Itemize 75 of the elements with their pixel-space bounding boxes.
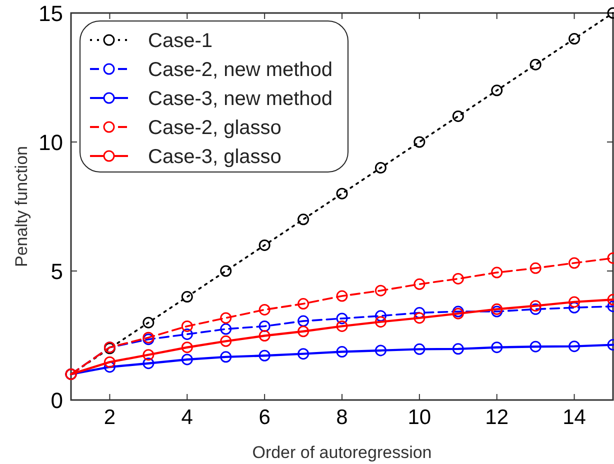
point (336, 320, 348, 332)
legend-label: Case-2, glasso (148, 117, 282, 139)
point (181, 320, 193, 332)
legend-label: Case-3, new method (148, 88, 333, 110)
point (530, 58, 542, 70)
y-tick-label: 10 (38, 130, 63, 155)
point (452, 110, 464, 122)
point (414, 343, 426, 355)
x-tick-label: 8 (336, 406, 348, 429)
point (414, 136, 426, 148)
point (568, 302, 580, 314)
point (298, 298, 310, 310)
legend-label: Case-3, glasso (148, 146, 282, 168)
point (181, 291, 193, 303)
y-axis-title: Penalty function (12, 146, 31, 267)
point (414, 312, 426, 324)
y-tick-label: 5 (50, 259, 63, 284)
point (530, 340, 542, 352)
point (374, 316, 386, 328)
x-tick-label: 14 (562, 406, 586, 429)
x-tick-label: 4 (181, 406, 194, 429)
point (491, 342, 503, 354)
point (414, 278, 426, 290)
point (414, 307, 426, 319)
point (336, 346, 348, 358)
point (491, 303, 503, 315)
point (298, 348, 310, 360)
point (491, 306, 503, 318)
point (568, 340, 580, 352)
point (336, 312, 348, 324)
point (530, 303, 542, 315)
point (298, 315, 310, 327)
legend-label: Case-2, new method (148, 59, 333, 81)
point (258, 320, 270, 332)
point (530, 262, 542, 274)
point (220, 351, 232, 363)
point (374, 344, 386, 356)
point (142, 316, 154, 328)
point (374, 310, 386, 322)
point (374, 284, 386, 296)
point (220, 312, 232, 324)
point (258, 330, 270, 342)
point (258, 239, 270, 251)
point (568, 257, 580, 269)
point (452, 272, 464, 284)
point (374, 162, 386, 174)
point (491, 84, 503, 96)
x-tick-label: 6 (258, 406, 270, 429)
point (491, 266, 503, 278)
point (298, 214, 310, 226)
point (568, 296, 580, 308)
y-tick-label: 0 (50, 388, 63, 413)
point (258, 304, 270, 316)
point (530, 300, 542, 312)
point (142, 358, 154, 370)
legend-label: Case-1 (148, 30, 212, 52)
point (220, 265, 232, 277)
point (258, 350, 270, 362)
x-tick-label: 12 (485, 406, 509, 429)
point (181, 342, 193, 354)
point (220, 335, 232, 347)
point (298, 326, 310, 338)
point (336, 290, 348, 302)
x-tick-label: 10 (408, 406, 432, 429)
point (142, 349, 154, 361)
point (452, 343, 464, 355)
point (181, 354, 193, 366)
point (568, 33, 580, 45)
point (220, 323, 232, 335)
x-axis-title: Order of autoregression (252, 443, 432, 462)
x-tick-label: 2 (104, 406, 116, 429)
point (181, 328, 193, 340)
y-tick-label: 15 (38, 1, 63, 26)
point (336, 188, 348, 200)
point (104, 356, 116, 368)
